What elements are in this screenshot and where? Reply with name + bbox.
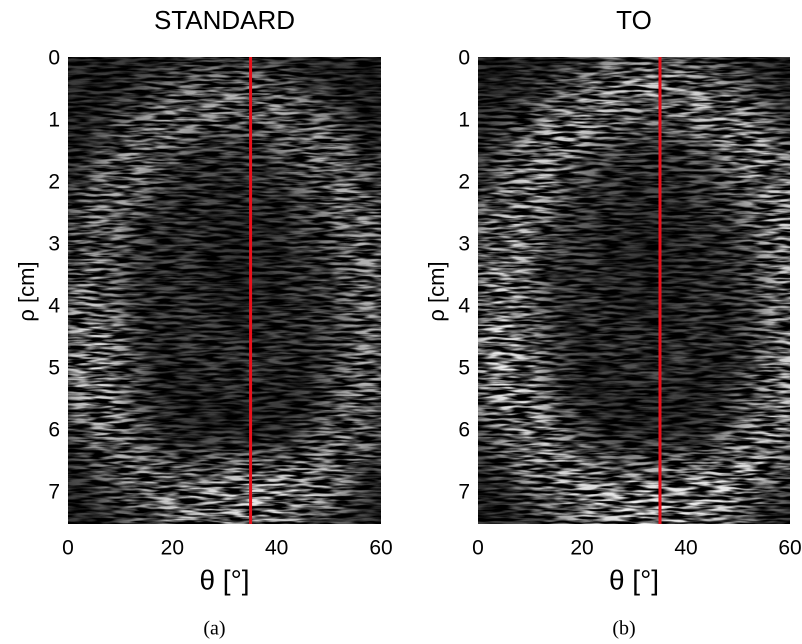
y-tick-label: 7 bbox=[48, 481, 60, 504]
y-tick-label: 4 bbox=[48, 295, 60, 318]
x-tick-label: 60 bbox=[369, 537, 392, 560]
tissue bbox=[478, 57, 790, 524]
y-tick-label: 2 bbox=[458, 171, 470, 194]
y-tick-label: 6 bbox=[48, 419, 60, 442]
tissue-left bbox=[68, 291, 131, 431]
x-tick-label: 40 bbox=[674, 537, 697, 560]
y-tick-label: 4 bbox=[458, 295, 470, 318]
y-axis-label: ρ [cm] bbox=[424, 261, 449, 321]
panel-title: STANDARD bbox=[154, 5, 295, 35]
y-tick-label: 5 bbox=[458, 357, 470, 380]
ultrasound-image bbox=[478, 57, 790, 524]
tissue-left bbox=[478, 291, 541, 431]
y-tick-label: 2 bbox=[48, 171, 60, 194]
y-tick-label: 1 bbox=[48, 109, 60, 132]
x-tick-label: 20 bbox=[570, 537, 593, 560]
x-tick-label: 0 bbox=[62, 537, 74, 560]
x-tick-label: 60 bbox=[778, 537, 801, 560]
panel: 0 20 40 60 0 1 2 3 4 5 6 7 TO θ [°] ρ [cm] (b) bbox=[424, 5, 802, 640]
x-tick-label: 0 bbox=[472, 537, 484, 560]
tissue bbox=[68, 68, 381, 524]
x-tick-label: 20 bbox=[161, 537, 184, 560]
x-axis-label: θ [°] bbox=[609, 564, 659, 595]
x-tick-label: 40 bbox=[265, 537, 288, 560]
tissue-bottom bbox=[161, 458, 350, 515]
y-tick-label: 0 bbox=[48, 47, 60, 70]
ultrasound-image bbox=[68, 57, 381, 524]
x-axis-label: θ [°] bbox=[199, 564, 249, 595]
speckle bbox=[478, 57, 790, 524]
y-tick-label: 0 bbox=[458, 47, 470, 70]
panel-title: TO bbox=[616, 5, 652, 35]
caption: (b) bbox=[612, 618, 635, 640]
speckle bbox=[68, 57, 381, 524]
panel: 0 20 40 60 0 1 2 3 4 5 6 7 STANDARD θ [°] ρ [cm] (a) bbox=[14, 5, 393, 640]
y-tick-label: 7 bbox=[458, 481, 470, 504]
y-tick-label: 6 bbox=[458, 419, 470, 442]
tissue-inner bbox=[574, 153, 725, 384]
caption: (a) bbox=[203, 618, 225, 640]
tissue-inner bbox=[165, 153, 316, 384]
y-tick-label: 3 bbox=[458, 233, 470, 256]
tissue-bottom bbox=[571, 458, 759, 515]
y-tick-label: 3 bbox=[48, 233, 60, 256]
y-tick-label: 5 bbox=[48, 357, 60, 380]
y-axis-label: ρ [cm] bbox=[14, 261, 39, 321]
y-tick-label: 1 bbox=[458, 109, 470, 132]
